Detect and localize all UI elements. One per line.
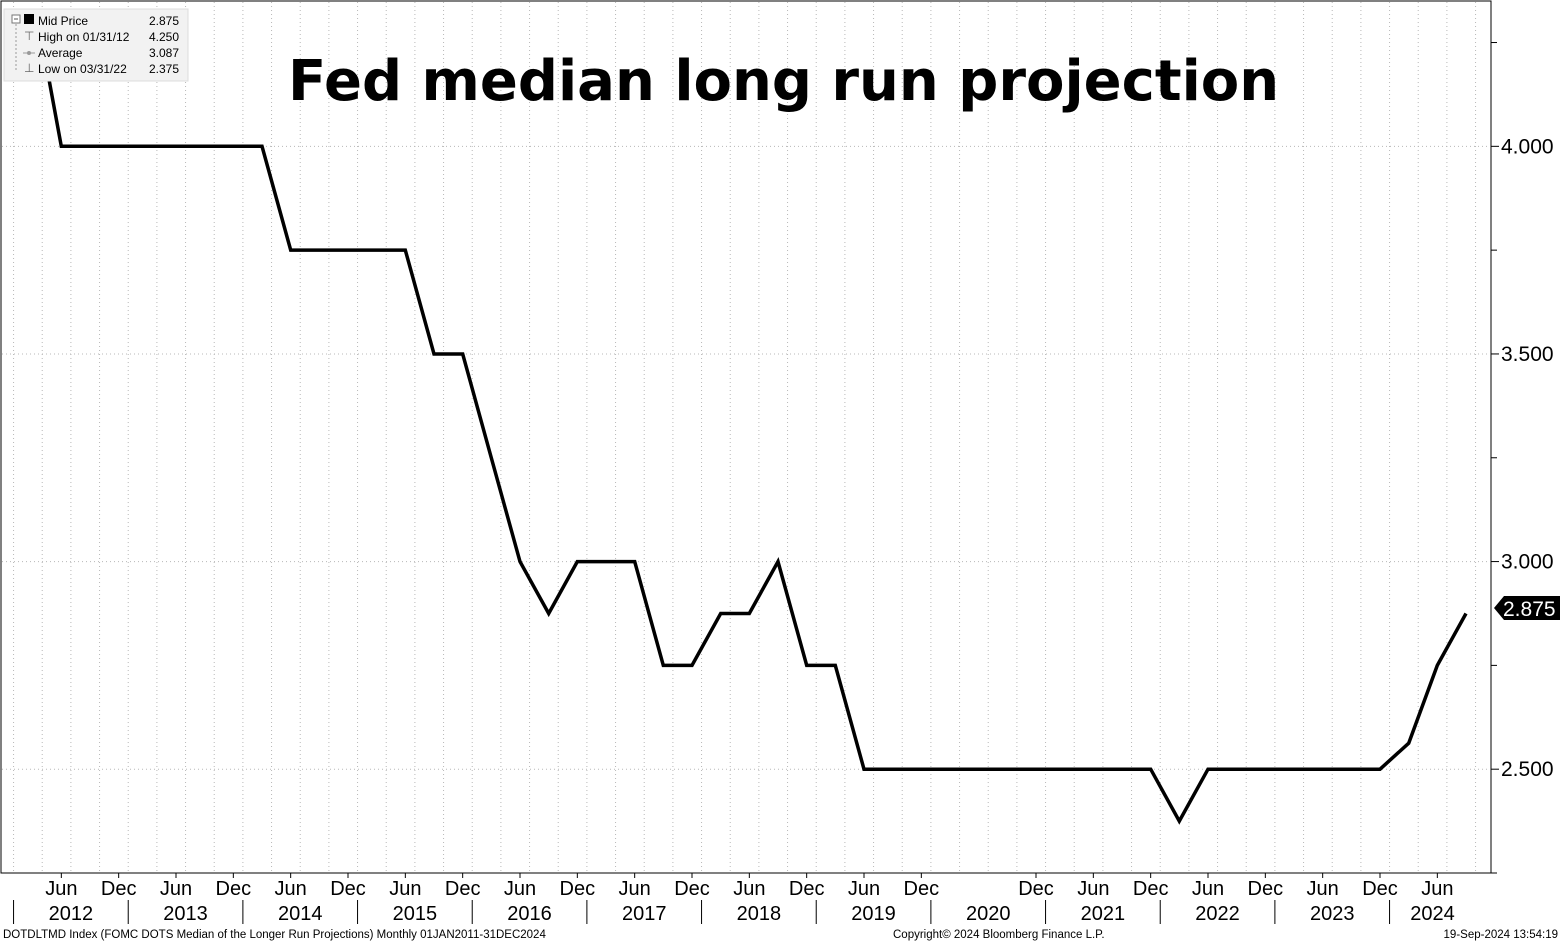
x-tick-label: Dec <box>1133 878 1169 900</box>
x-tick-label: Jun <box>160 878 192 900</box>
x-tick-label: Jun <box>619 878 651 900</box>
legend-item-2-label: Average <box>38 46 83 60</box>
y-tick-label: 3.000 <box>1501 551 1554 574</box>
x-tick-label: Jun <box>733 878 765 900</box>
x-axis-ticks: Jun Dec Jun Dec Jun Dec Jun Dec Jun Dec Jun Dec Jun D… <box>13 873 1455 925</box>
legend-item-0-label: Mid Price <box>38 14 88 28</box>
legend-item-3-label: Low on 03/31/22 <box>38 62 127 76</box>
x-tick-label: Jun <box>1192 878 1224 900</box>
x-tick-label: Dec <box>1362 878 1398 900</box>
x-year-label: 2015 <box>393 903 438 925</box>
x-year-label: 2013 <box>163 903 208 925</box>
x-tick-label: Dec <box>445 878 481 900</box>
legend-item-1-value: 4.250 <box>149 30 179 44</box>
x-year-label: 2021 <box>1081 903 1126 925</box>
y-axis-ticks: 4.000 3.500 3.000 2.500 <box>1491 42 1554 874</box>
legend-background <box>3 8 189 82</box>
x-year-label: 2012 <box>49 903 94 925</box>
x-tick-label: Jun <box>504 878 536 900</box>
last-value-label: 2.875 <box>1503 598 1556 621</box>
x-tick-label: Dec <box>330 878 366 900</box>
plot-area <box>0 0 1492 874</box>
y-tick-label: 4.000 <box>1501 135 1554 158</box>
x-tick-label: Dec <box>216 878 252 900</box>
legend: Mid Price 2.875 ⊤ High on 01/31/12 4.250… <box>3 8 189 82</box>
y-tick-label: 2.500 <box>1501 758 1554 781</box>
x-tick-label: Jun <box>1421 878 1453 900</box>
x-tick-label: Dec <box>904 878 940 900</box>
x-year-label: 2024 <box>1410 903 1455 925</box>
legend-item-2-value: 3.087 <box>149 46 179 60</box>
x-tick-label: Dec <box>1018 878 1054 900</box>
x-year-label: 2016 <box>507 903 552 925</box>
y-tick-label: 3.500 <box>1501 343 1554 366</box>
x-year-label: 2017 <box>622 903 667 925</box>
x-tick-label: Jun <box>848 878 880 900</box>
x-tick-label: Dec <box>560 878 596 900</box>
legend-item-1-label: High on 01/31/12 <box>38 30 130 44</box>
x-year-label: 2020 <box>966 903 1011 925</box>
x-year-label: 2018 <box>737 903 782 925</box>
footer-timestamp: 19-Sep-2024 13:54:19 <box>1444 929 1558 941</box>
legend-high-icon: ⊤ <box>24 29 34 43</box>
x-tick-label: Dec <box>789 878 825 900</box>
footer-copyright: Copyright© 2024 Bloomberg Finance L.P. <box>893 929 1105 941</box>
x-tick-label: Jun <box>45 878 77 900</box>
last-value-badge: 2.875 <box>1494 596 1560 621</box>
x-year-label: 2014 <box>278 903 323 925</box>
series-line-mid-price <box>13 40 1468 825</box>
x-year-label: 2023 <box>1310 903 1355 925</box>
x-year-label: 2022 <box>1195 903 1240 925</box>
chart-title: Fed median long run projection <box>288 49 1279 114</box>
x-tick-label: Jun <box>275 878 307 900</box>
legend-swatch-icon <box>24 14 34 24</box>
x-tick-label: Dec <box>101 878 137 900</box>
x-tick-label: Jun <box>1307 878 1339 900</box>
x-tick-label: Dec <box>674 878 710 900</box>
legend-item-0-value: 2.875 <box>149 14 179 28</box>
x-year-label: 2019 <box>851 903 896 925</box>
x-tick-label: Jun <box>1077 878 1109 900</box>
legend-item-3-value: 2.375 <box>149 62 179 76</box>
vertical-gridlines <box>13 2 1477 872</box>
x-tick-label: Jun <box>389 878 421 900</box>
x-tick-label: Dec <box>1248 878 1284 900</box>
legend-low-icon: ⊥ <box>24 61 34 75</box>
footer-source: DOTDLTMD Index (FOMC DOTS Median of the … <box>3 929 546 941</box>
